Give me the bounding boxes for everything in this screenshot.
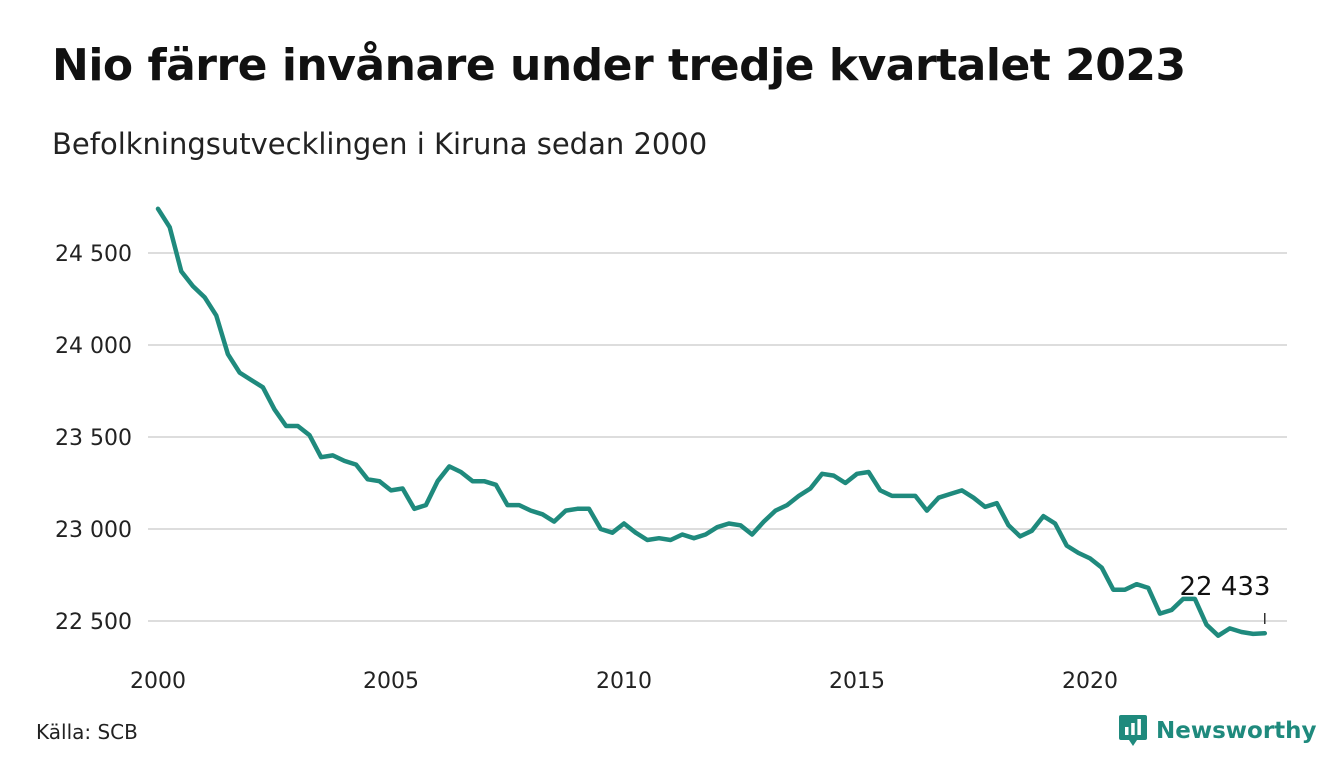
- x-tick-label: 2010: [596, 669, 652, 694]
- grid-lines: [148, 252, 1287, 622]
- y-tick-label: 22 500: [55, 610, 132, 635]
- x-tick-label: 2000: [130, 669, 186, 694]
- y-tick-label: 23 500: [55, 426, 132, 451]
- y-tick-label: 24 500: [55, 242, 132, 267]
- y-tick-label: 24 000: [55, 334, 132, 359]
- chart-bubble-icon: [1119, 715, 1147, 746]
- page-title: Nio färre invånare under tredje kvartale…: [52, 40, 1186, 91]
- brand-logo[interactable]: Newsworthy: [1118, 714, 1317, 748]
- x-tick-label: 2015: [829, 669, 885, 694]
- page-subtitle: Befolkningsutvecklingen i Kiruna sedan 2…: [52, 127, 708, 161]
- series-layer: [155, 206, 1268, 638]
- y-axis-ticks: 22 500 23 000 23 500 24 000 24 500: [55, 242, 132, 635]
- source-note: Källa: SCB: [36, 720, 138, 744]
- series-line: [155, 206, 1268, 638]
- annotation-label: 22 433: [1180, 572, 1271, 602]
- x-tick-label: 2005: [363, 669, 419, 694]
- x-axis-ticks: 2000 2005 2010 2015 2020: [130, 669, 1118, 694]
- brand-name: Newsworthy: [1156, 718, 1317, 744]
- annotation-layer: 22 433: [1180, 572, 1271, 624]
- y-tick-label: 23 000: [55, 518, 132, 543]
- x-tick-label: 2020: [1062, 669, 1118, 694]
